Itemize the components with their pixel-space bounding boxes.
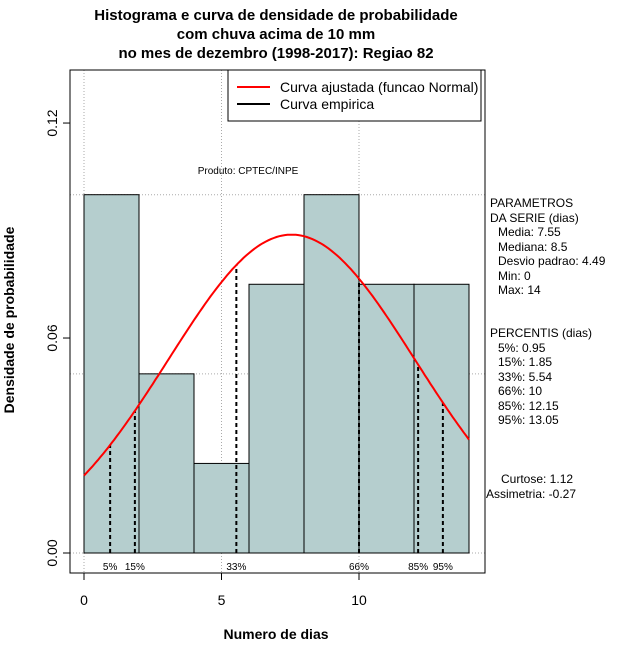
stat-curtose: Curtose: 1.12 bbox=[501, 472, 574, 486]
legend-label: Curva empirica bbox=[280, 96, 374, 112]
percentile-label: 85% bbox=[408, 562, 428, 573]
histogram-bar bbox=[248, 283, 305, 554]
y-tick-label: 0.06 bbox=[44, 324, 60, 351]
histogram-bar bbox=[83, 194, 140, 554]
chart-title-line: Histograma e curva de densidade de proba… bbox=[94, 7, 457, 24]
percentil-item: 33%: 5.54 bbox=[498, 369, 553, 384]
y-tick-label: 0.12 bbox=[44, 109, 60, 136]
param-max: Max: 14 bbox=[498, 283, 541, 297]
histogram-bar bbox=[358, 283, 415, 554]
percentile-label: 5% bbox=[103, 562, 118, 573]
product-annotation: Produto: CPTEC/INPE bbox=[198, 166, 299, 177]
params-header2: DA SERIE (dias) bbox=[490, 210, 579, 225]
legend-label: Curva ajustada (funcao Normal) bbox=[280, 79, 478, 95]
histogram-bar bbox=[303, 194, 360, 554]
percentile-label: 15% bbox=[125, 562, 145, 573]
y-tick-label: 0.00 bbox=[44, 539, 60, 566]
histogram-bar bbox=[413, 283, 470, 554]
param-min: Min: 0 bbox=[498, 268, 531, 283]
percentil-item: 85%: 12.15 bbox=[498, 398, 559, 413]
percentil-item: 15%: 1.85 bbox=[498, 355, 553, 369]
param-media: Media: 7.55 bbox=[498, 225, 561, 239]
x-tick-label: 10 bbox=[351, 592, 367, 608]
percentil-item: 5%: 0.95 bbox=[498, 340, 546, 355]
legend-box bbox=[227, 69, 482, 122]
percentil-item: 66%: 10 bbox=[498, 384, 543, 398]
percentil-item: 95%: 13.05 bbox=[498, 413, 559, 427]
y-axis-label: Densidade de probabilidade bbox=[1, 226, 17, 413]
x-tick-label: 5 bbox=[218, 592, 226, 608]
normal-curve bbox=[83, 233, 470, 477]
x-axis-label: Numero de dias bbox=[223, 626, 328, 642]
percentile-label: 66% bbox=[349, 562, 369, 573]
histogram-bar bbox=[193, 462, 250, 554]
x-tick-label: 0 bbox=[80, 592, 88, 608]
param-desvio: Desvio padrao: 4.49 bbox=[498, 254, 606, 268]
params-header1: PARAMETROS bbox=[490, 196, 574, 210]
percentis-panel: PERCENTIS (dias) 5%: 0.95 15%: 1.85 33%: 5.… bbox=[490, 326, 592, 428]
chart-title-line: no mes de dezembro (1998-2017): Regiao 8… bbox=[118, 45, 433, 62]
percentile-label: 95% bbox=[433, 562, 453, 573]
param-mediana: Mediana: 8.5 bbox=[498, 239, 568, 254]
percentile-label: 33% bbox=[226, 562, 246, 573]
stat-assimetria: Assimetria: -0.27 bbox=[486, 487, 577, 501]
percentis-header: PERCENTIS (dias) bbox=[490, 326, 593, 340]
parameters-panel: PARAMETROS DA SERIE (dias) Media: 7.55 Medi… bbox=[490, 196, 605, 298]
histogram-bar bbox=[138, 373, 195, 554]
chart-title-line: com chuva acima de 10 mm bbox=[177, 26, 375, 43]
